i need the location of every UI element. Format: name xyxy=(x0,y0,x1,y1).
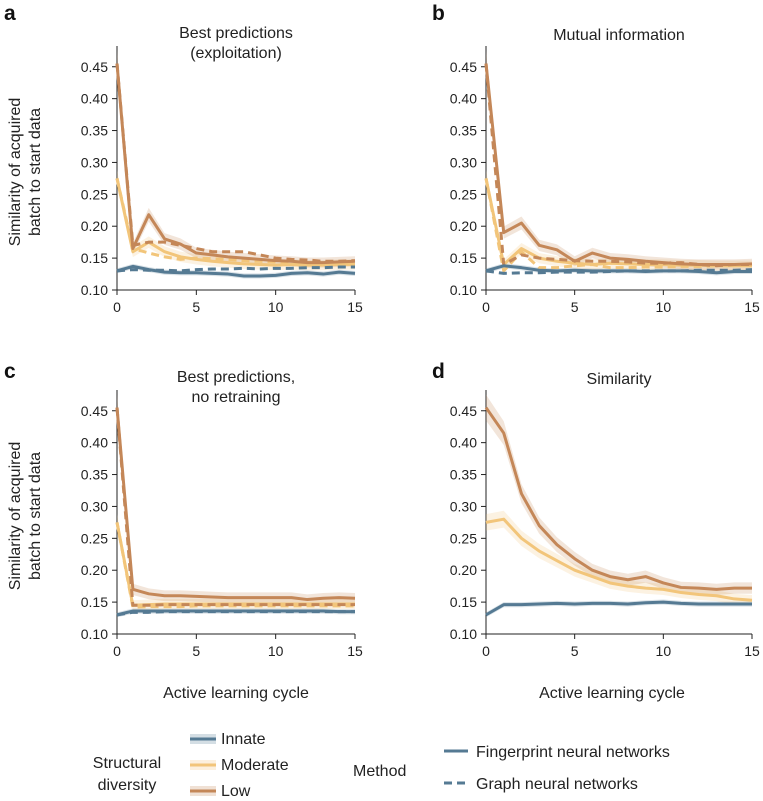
x-tick-label: 10 xyxy=(656,643,672,659)
panel-label-b: b xyxy=(432,2,445,25)
uncertainty-band-low xyxy=(117,50,355,268)
x-tick-label: 10 xyxy=(656,299,672,315)
series-line-innate-gnn xyxy=(116,265,355,273)
x-tick-label: 0 xyxy=(113,299,121,315)
y-tick-label: 0.20 xyxy=(450,218,477,234)
x-tick-label: 0 xyxy=(482,643,490,659)
y-tick-label: 0.15 xyxy=(81,594,108,610)
panel-title-c: Best predictions, xyxy=(177,369,295,386)
y-tick-label: 0.25 xyxy=(81,186,108,202)
y-tick-label: 0.30 xyxy=(81,154,108,170)
y-tick-label: 0.30 xyxy=(450,154,477,170)
y-tick-label: 0.40 xyxy=(81,91,108,107)
y-tick-label: 0.40 xyxy=(450,91,477,107)
y-tick-label: 0.45 xyxy=(450,403,477,419)
y-tick-label: 0.25 xyxy=(450,530,477,546)
panel-title-b: Mutual information xyxy=(553,27,685,44)
x-tick-label: 0 xyxy=(482,299,490,315)
series-line-innate-fnn xyxy=(485,600,752,617)
y-axis-title: Similarity of acquired xyxy=(7,98,24,247)
uncertainty-band-moderate xyxy=(117,514,355,611)
y-tick-label: 0.45 xyxy=(81,403,108,419)
x-tick-label: 15 xyxy=(744,643,760,659)
legend-title-method: Method xyxy=(353,763,406,780)
y-tick-label: 0.25 xyxy=(81,530,108,546)
panel-label-a: a xyxy=(4,2,16,25)
y-tick-label: 0.45 xyxy=(81,59,108,75)
series-line-low-fnn xyxy=(484,406,752,591)
panel-label-d: d xyxy=(432,360,445,383)
x-tick-label: 10 xyxy=(268,299,284,315)
series-line-moderate-fnn xyxy=(115,178,355,267)
series-line-moderate-fnn xyxy=(485,517,753,602)
y-tick-label: 0.10 xyxy=(450,626,477,642)
legend-label-innate: Innate xyxy=(221,731,266,748)
y-tick-label: 0.20 xyxy=(81,218,108,234)
y-tick-label: 0.15 xyxy=(81,250,108,266)
uncertainty-band-low xyxy=(486,394,752,595)
uncertainty-band-low xyxy=(117,394,355,605)
series-line-low-gnn xyxy=(115,407,355,607)
legend-title-structural: Structural xyxy=(93,755,161,772)
y-tick-label: 0.10 xyxy=(81,282,108,298)
x-tick-label: 5 xyxy=(571,299,579,315)
x-axis-title: Active learning cycle xyxy=(163,685,309,702)
y-tick-label: 0.10 xyxy=(81,626,108,642)
series-line-low-fnn xyxy=(115,63,356,265)
legend-title-diversity: diversity xyxy=(98,777,157,794)
series-line-moderate-gnn xyxy=(115,178,355,265)
y-tick-label: 0.35 xyxy=(81,467,108,483)
panel-label-c: c xyxy=(4,360,16,383)
x-tick-label: 5 xyxy=(192,299,200,315)
y-axis-title-line2: batch to start data xyxy=(27,108,44,236)
y-axis-title: Similarity of acquired xyxy=(7,442,24,591)
panel-title-d: Similarity xyxy=(587,371,652,388)
x-tick-label: 15 xyxy=(347,643,363,659)
y-tick-label: 0.45 xyxy=(450,59,477,75)
x-tick-label: 5 xyxy=(571,643,579,659)
y-tick-label: 0.25 xyxy=(450,186,477,202)
series-line-innate-gnn xyxy=(485,268,753,275)
y-tick-label: 0.40 xyxy=(450,435,477,451)
y-tick-label: 0.20 xyxy=(81,562,108,578)
x-tick-label: 0 xyxy=(113,643,121,659)
panel-subtitle-c: no retraining xyxy=(192,389,281,406)
y-tick-label: 0.35 xyxy=(450,467,477,483)
y-axis-title-line2: batch to start data xyxy=(27,452,44,580)
y-tick-label: 0.15 xyxy=(450,594,477,610)
x-tick-label: 15 xyxy=(744,299,760,315)
x-tick-label: 15 xyxy=(347,299,363,315)
x-axis-title: Active learning cycle xyxy=(539,685,685,702)
series-line-innate-gnn xyxy=(116,610,355,617)
legend-label-gnn: Graph neural networks xyxy=(476,776,638,793)
panel-subtitle-a: (exploitation) xyxy=(190,45,282,62)
y-tick-label: 0.15 xyxy=(450,250,477,266)
series-line-low-fnn xyxy=(115,407,356,602)
uncertainty-band-low xyxy=(486,50,752,270)
series-line-low-gnn xyxy=(115,63,356,263)
y-tick-label: 0.35 xyxy=(450,123,477,139)
uncertainty-band-innate xyxy=(117,263,355,279)
y-tick-label: 0.30 xyxy=(450,498,477,514)
panel-title-a: Best predictions xyxy=(179,25,293,42)
legend-label-moderate: Moderate xyxy=(221,757,289,774)
x-tick-label: 10 xyxy=(268,643,284,659)
series-line-low-gnn xyxy=(484,63,752,268)
legend-label-fnn: Fingerprint neural networks xyxy=(476,744,670,761)
legend-label-low: Low xyxy=(221,783,251,800)
y-tick-label: 0.30 xyxy=(81,498,108,514)
y-tick-label: 0.10 xyxy=(450,282,477,298)
y-tick-label: 0.40 xyxy=(81,435,108,451)
y-tick-label: 0.35 xyxy=(81,123,108,139)
y-tick-label: 0.20 xyxy=(450,562,477,578)
x-tick-label: 5 xyxy=(192,643,200,659)
